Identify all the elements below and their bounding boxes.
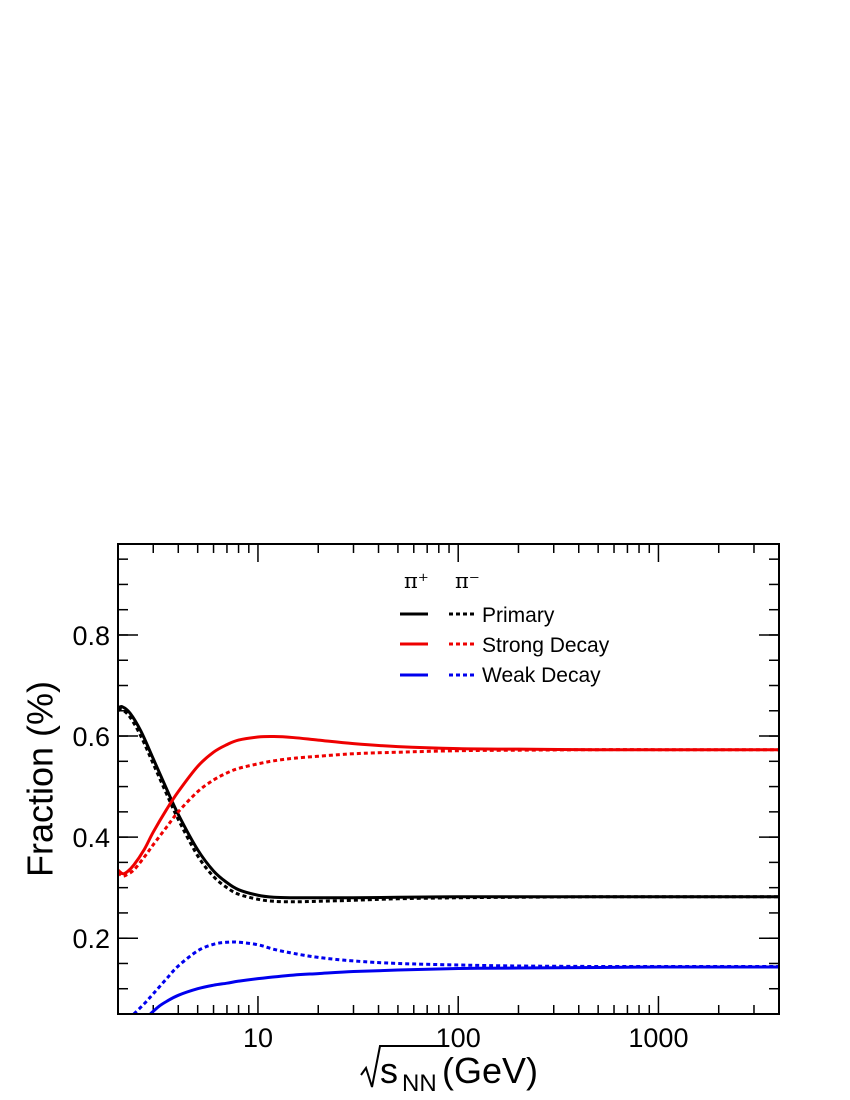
legend-header-pi-minus: π⁻ (455, 569, 480, 593)
axis-ticks (118, 544, 779, 1014)
legend-entry-weak-decay: Weak Decay (482, 664, 601, 687)
series-weak-decay-pi-minus (132, 940, 779, 1014)
x-tick-label: 100 (436, 1023, 481, 1053)
x-axis-title-root: s (380, 1050, 398, 1091)
y-tick-label: 0.2 (72, 924, 110, 954)
x-tick-label: 1000 (628, 1023, 688, 1053)
y-tick-label: 0.6 (72, 722, 110, 752)
series-weak-decay-pi-plus (149, 965, 779, 1014)
series-strong-decay-pi-minus (118, 748, 779, 878)
series-strong-decay-pi-plus (118, 735, 779, 876)
x-axis-title-unit: (GeV) (442, 1050, 538, 1091)
sqrt-symbol-icon (360, 1045, 438, 1088)
y-tick-label: 0.8 (72, 621, 110, 651)
tick-labels: 10 100 1000 0.2 0.4 0.6 0.8 (72, 621, 688, 1053)
x-tick-label: 10 (243, 1023, 273, 1053)
series-primary-pi-plus (118, 705, 779, 900)
plot-frame (117, 543, 780, 1015)
legend: π⁺ π⁻ Primary Strong Decay Weak Decay (400, 569, 610, 687)
series-layer (118, 705, 779, 1014)
series-primary-pi-minus (118, 707, 779, 904)
legend-entry-strong-decay: Strong Decay (482, 634, 610, 657)
legend-header-pi-plus: π⁺ (404, 569, 429, 593)
x-axis-title: s NN (GeV) (360, 1045, 538, 1097)
y-axis-title: Fraction (%) (20, 681, 61, 877)
y-tick-label: 0.4 (72, 823, 110, 853)
legend-entry-primary: Primary (482, 604, 555, 627)
x-axis-title-sub: NN (402, 1070, 437, 1097)
